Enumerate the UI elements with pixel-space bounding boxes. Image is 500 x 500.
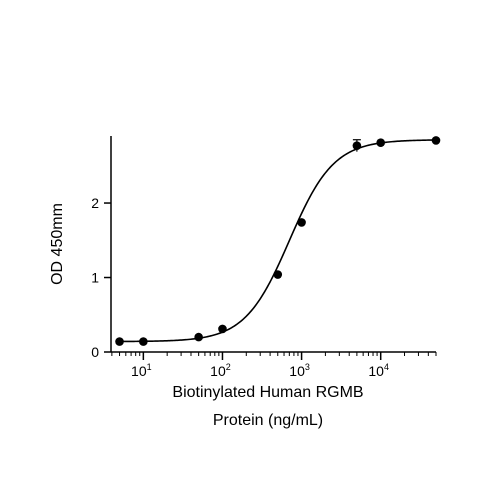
x-tick-label: 101 — [131, 362, 152, 379]
data-point — [139, 337, 148, 346]
x-tick-exponent: 2 — [226, 362, 231, 372]
data-point — [431, 136, 441, 145]
y-ticks: 0 1 2 — [91, 195, 111, 360]
x-tick-base: 10 — [368, 363, 384, 379]
x-tick-base: 10 — [210, 363, 226, 379]
x-tick-base: 10 — [131, 363, 147, 379]
x-tick-label: 104 — [368, 362, 389, 379]
axes — [110, 136, 436, 353]
x-tick-label: 103 — [289, 362, 310, 379]
y-tick-label: 2 — [91, 195, 99, 211]
y-tick-label: 0 — [91, 344, 99, 360]
x-tick-exponent: 3 — [305, 362, 310, 372]
x-tick-exponent: 4 — [384, 362, 389, 372]
x-axis-title-line-2: Protein (ng/mL) — [213, 412, 323, 429]
fit-curve — [119, 139, 437, 343]
x-tick-label: 102 — [210, 362, 231, 379]
data-point — [273, 270, 283, 279]
x-tick-exponent: 1 — [147, 362, 152, 372]
data-point — [115, 337, 124, 346]
data-point — [218, 324, 227, 334]
x-axis-title-line-1: Biotinylated Human RGMB — [172, 384, 363, 401]
x-tick-base: 10 — [289, 363, 305, 379]
data-point — [376, 138, 386, 148]
data-point — [352, 141, 362, 150]
y-tick-label: 1 — [91, 270, 99, 286]
data-point — [194, 332, 203, 342]
x-ticks: 101 102 103 104 — [111, 352, 437, 379]
data-point — [297, 218, 306, 227]
y-axis-title: OD 450mm — [49, 203, 66, 285]
data-points — [115, 136, 441, 346]
